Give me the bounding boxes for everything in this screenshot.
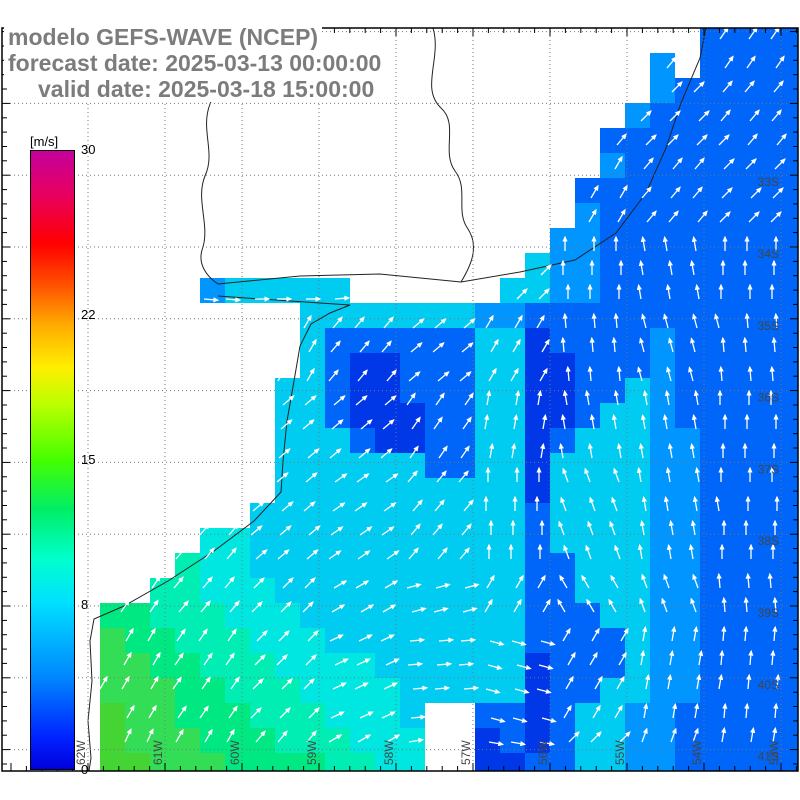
forecast-date-label: forecast date: 2025-03-13 00:00:00 (4, 50, 386, 76)
plot-border (1, 27, 799, 772)
lon-label: 55W (613, 740, 627, 765)
title-block: modelo GEFS-WAVE (NCEP) forecast date: 2… (4, 24, 386, 102)
lat-label: 33S (758, 175, 779, 189)
lon-label: 62W (74, 740, 88, 765)
lat-label: 35S (758, 319, 779, 333)
lat-label: 40S (758, 678, 779, 692)
lon-labels: 62W 61W 60W 59W 58W 57W 56W 55W 54W 53W (74, 740, 781, 765)
lon-label: 60W (228, 740, 242, 765)
lat-label: 34S (758, 247, 779, 261)
lat-label: 36S (758, 391, 779, 405)
coastline (87, 28, 707, 771)
valid-date-label: valid date: 2025-03-18 15:00:00 (34, 76, 379, 102)
lon-label: 58W (382, 740, 396, 765)
lon-label: 57W (459, 740, 473, 765)
wind-arrows (99, 28, 787, 747)
lat-label: 37S (758, 462, 779, 476)
lat-label: 39S (758, 606, 779, 620)
model-title: modelo GEFS-WAVE (NCEP) (4, 24, 323, 50)
lat-label: 38S (758, 534, 779, 548)
map-layers: 33S 34S 35S 36S 37S 38S 39S 40S 41S 62W 61W 60W 59W 5… (2, 28, 798, 771)
lon-label: 54W (690, 740, 704, 765)
lon-label: 61W (151, 740, 165, 765)
lon-label: 56W (536, 740, 550, 765)
grid-lines (2, 28, 798, 771)
lon-label: 53W (767, 740, 781, 765)
lat-label: 41S (758, 750, 779, 764)
ocean-cells (100, 28, 798, 771)
lat-labels: 33S 34S 35S 36S 37S 38S 39S 40S 41S (758, 175, 779, 763)
lon-label: 59W (305, 740, 319, 765)
